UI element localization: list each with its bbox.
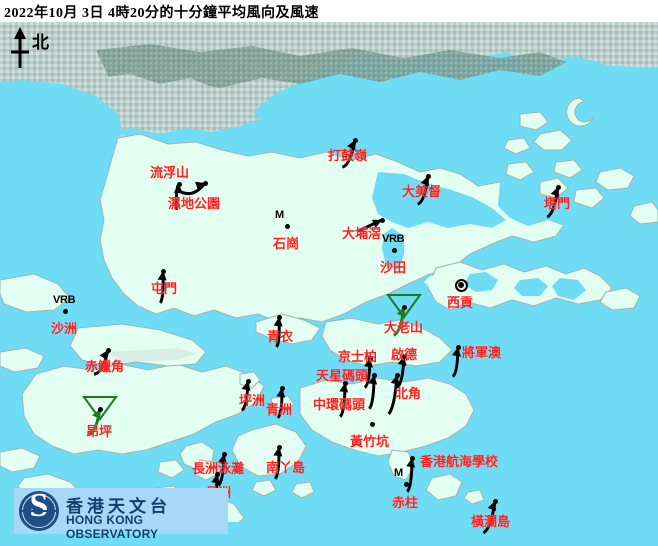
station-name-label: 赤柱 — [392, 495, 419, 510]
station-marker-icon — [63, 309, 68, 314]
station-marker-icon — [456, 345, 461, 350]
station-name-label: 大美督 — [402, 184, 442, 199]
station-name-label: 橫瀾島 — [471, 514, 511, 529]
station-marker-icon — [353, 138, 358, 143]
variable-wind-flag: VRB — [53, 294, 76, 306]
missing-data-flag: M — [394, 467, 403, 479]
calm-wind-icon — [455, 279, 468, 292]
station-marker-icon — [402, 305, 407, 310]
station-name-label: 塔門 — [544, 196, 571, 211]
station-name-label: 天星碼頭 — [316, 368, 369, 383]
missing-data-flag: M — [275, 209, 284, 221]
station-marker-icon — [426, 174, 431, 179]
station-name-label: 長洲泳灘 — [192, 461, 245, 476]
station-marker-icon — [277, 445, 282, 450]
compass-north-label: 北 — [32, 33, 49, 52]
station-name-label: 西貢 — [447, 295, 474, 310]
station-marker-icon — [458, 282, 464, 288]
station-name-label: 中環碼頭 — [313, 397, 366, 412]
station-marker-icon — [106, 348, 111, 353]
variable-wind-flag: VRB — [382, 233, 405, 245]
station-name-label: 濕地公園 — [168, 196, 221, 211]
station-name-label: 青洲 — [266, 402, 293, 417]
station-marker-icon — [380, 218, 385, 223]
station-name-label: 大埔滘 — [342, 226, 382, 241]
station-name-label: 沙洲 — [51, 321, 78, 336]
station-marker-icon — [246, 379, 251, 384]
station-marker-icon — [493, 499, 498, 504]
hko-logo: S 香港天文台 HONG KONG OBSERVATORY — [14, 487, 228, 541]
station-marker-icon — [277, 315, 282, 320]
station-name-label: 打鼓嶺 — [328, 148, 368, 163]
station-marker-icon — [392, 248, 397, 253]
station-marker-icon — [215, 472, 220, 477]
station-marker-icon — [222, 452, 227, 457]
station-name-label: 石崗 — [273, 236, 300, 251]
station-name-label: 沙田 — [380, 260, 407, 275]
map-canvas[interactable]: 北 打鼓嶺 流浮山 濕地公園 M 石崗 大美督 塔門 大埔滘 VRB 沙田 屯門 VRB 沙洲 赤鱲角 西貢… — [0, 22, 658, 546]
station-marker-icon — [395, 373, 400, 378]
station-name-label: 黃竹坑 — [350, 434, 390, 449]
station-marker-icon — [402, 354, 407, 359]
station-marker-icon — [177, 182, 182, 187]
station-name-label: 啟德 — [391, 347, 418, 362]
station-name-label: 南丫島 — [266, 460, 306, 475]
station-marker-icon — [285, 224, 290, 229]
station-name-label: 香港航海學校 — [420, 454, 499, 469]
station-name-label: 坪洲 — [239, 393, 266, 408]
compass-rose: 北 — [6, 26, 76, 72]
station-marker-icon — [280, 386, 285, 391]
station-marker-icon — [161, 269, 166, 274]
station-marker-icon — [372, 373, 377, 378]
station-name-label: 流浮山 — [150, 165, 190, 180]
station-name-label: 屯門 — [151, 281, 178, 296]
station-name-label: 昂坪 — [86, 424, 113, 439]
station-marker-icon — [203, 181, 208, 186]
station-name-label: 赤鱲角 — [85, 359, 125, 374]
page-title: 2022年10月 3日 4時20分的十分鐘平均風向及風速 — [4, 6, 319, 21]
station-marker-icon — [343, 381, 348, 386]
station-marker-icon — [370, 422, 375, 427]
station-marker-icon — [98, 407, 103, 412]
station-name-label: 將軍澳 — [462, 345, 502, 360]
hko-emblem-icon: S — [19, 487, 59, 531]
station-name-label: 青衣 — [267, 329, 294, 344]
north-arrow-icon — [11, 27, 29, 68]
map-geography — [0, 22, 658, 546]
station-name-label: 大老山 — [384, 320, 424, 335]
logo-english-text: HONG KONG OBSERVATORY — [66, 513, 159, 541]
station-marker-icon — [368, 356, 373, 361]
title-bar: 2022年10月 3日 4時20分的十分鐘平均風向及風速 — [0, 0, 658, 22]
station-marker-icon — [404, 482, 409, 487]
logo-chinese-text: 香港天文台 — [66, 497, 171, 516]
station-name-label: 北角 — [395, 386, 422, 401]
station-name-label: 京士柏 — [338, 349, 378, 364]
station-marker-icon — [556, 185, 561, 190]
station-marker-icon — [410, 456, 415, 461]
